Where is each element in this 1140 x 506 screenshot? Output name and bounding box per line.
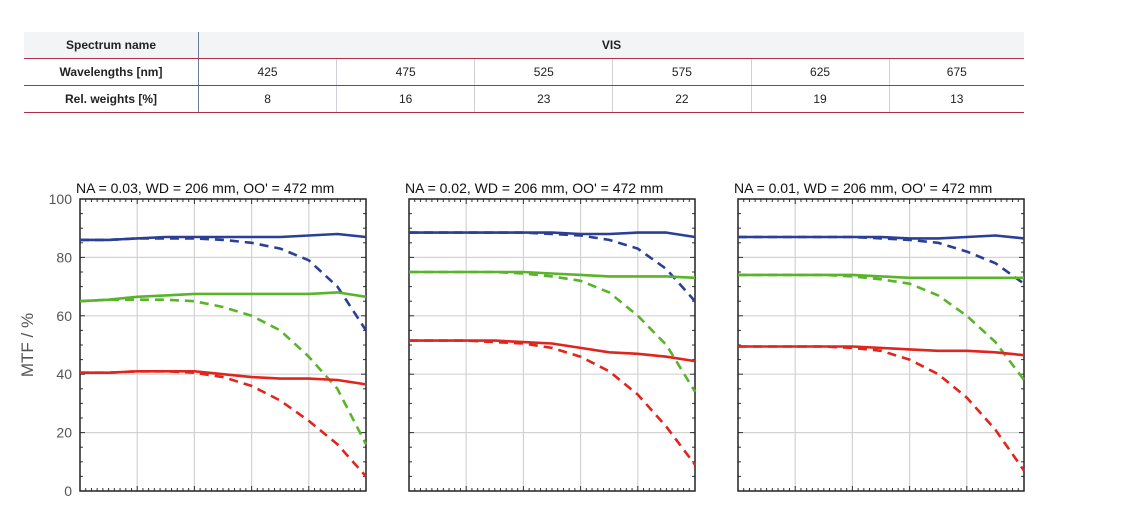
mtf-series-green-dashed (409, 270, 697, 393)
mtf-series-red-solid (409, 339, 696, 363)
weight-cell: 23 (474, 85, 614, 113)
spectrum-name-value: VIS (198, 32, 1024, 59)
mtf-series-red-dashed (738, 345, 1026, 472)
mtf-series-green-dashed (738, 273, 1026, 381)
wavelength-cell: 425 (198, 58, 338, 86)
y-tick-label: 40 (56, 366, 72, 382)
wavelength-cell: 625 (751, 58, 890, 86)
mtf-series-red-dashed (80, 370, 367, 478)
spectrum-name-label: Spectrum name (24, 32, 199, 59)
wavelengths-row: Wavelengths [nm] 425 475 525 575 625 675 (24, 58, 1024, 86)
mtf-series-green-dashed (79, 298, 368, 445)
weights-label: Rel. weights [%] (24, 85, 199, 113)
weight-cell: 8 (198, 85, 338, 113)
weight-cell: 22 (612, 85, 752, 113)
wavelength-cell: 525 (474, 58, 614, 86)
wavelengths-label: Wavelengths [nm] (24, 58, 199, 86)
y-tick-label: 100 (49, 191, 73, 207)
weight-cell: 16 (336, 85, 476, 113)
mtf-series-blue-dashed (80, 237, 368, 332)
weight-cell: 13 (889, 85, 1024, 113)
chart-title: NA = 0.01, WD = 206 mm, OO' = 472 mm (734, 180, 992, 196)
spectrum-table: Spectrum name VIS Wavelengths [nm] 425 4… (24, 32, 1024, 113)
y-axis-label: MTF / % (18, 313, 37, 377)
plot-frame (737, 198, 1025, 492)
mtf-series-blue-dashed (738, 235, 1025, 285)
spectrum-row: Spectrum name VIS (24, 32, 1024, 59)
y-tick-label: 80 (56, 249, 72, 265)
plot-frame (79, 198, 367, 492)
weights-row: Rel. weights [%] 8 16 23 22 19 13 (24, 85, 1024, 113)
wavelength-cell: 475 (336, 58, 476, 86)
y-tick-label: 60 (56, 308, 72, 324)
chart-title: NA = 0.02, WD = 206 mm, OO' = 472 mm (405, 180, 663, 196)
mtf-series-green-solid (738, 273, 1024, 280)
y-tick-label: 20 (56, 425, 72, 441)
chart-title: NA = 0.03, WD = 206 mm, OO' = 472 mm (76, 180, 334, 196)
plot-frame (408, 198, 696, 492)
mtf-series-green-solid (79, 291, 367, 303)
mtf-series-blue-dashed (409, 231, 696, 303)
wavelength-cell: 675 (889, 58, 1024, 86)
wavelength-cell: 575 (612, 58, 752, 86)
weight-cell: 19 (751, 85, 890, 113)
mtf-series-red-dashed (409, 339, 697, 466)
y-tick-label: 0 (64, 483, 72, 499)
